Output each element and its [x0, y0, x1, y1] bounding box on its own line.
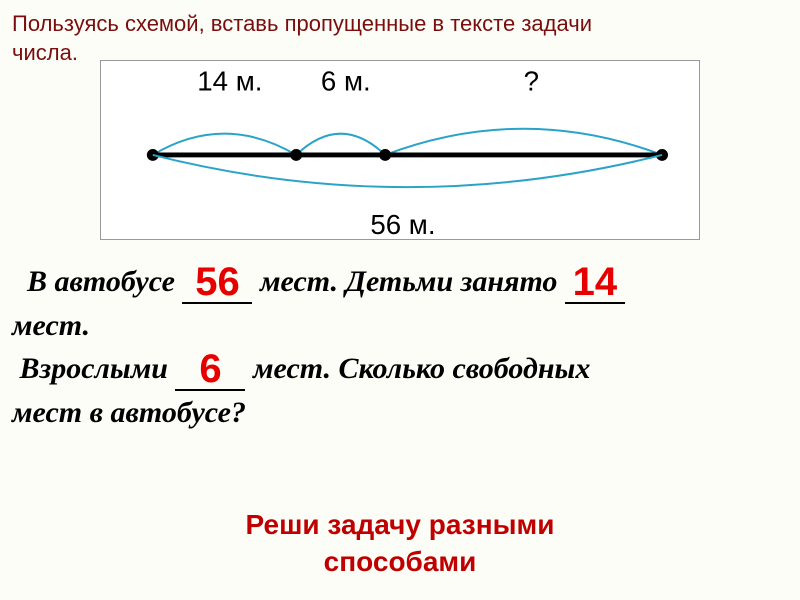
- diagram-svg: 14 м. 6 м. ? 56 м.: [101, 61, 699, 239]
- problem-paragraph: В автобусе 56 мест. Детьми занято 14 мес…: [12, 260, 788, 434]
- directive-line1: Реши задачу разными: [246, 509, 555, 540]
- t3: мест.: [12, 309, 90, 342]
- t5: мест. Сколько свободных: [253, 352, 590, 385]
- directive-line2: способами: [324, 546, 477, 577]
- arc-seg2: [296, 134, 385, 155]
- seg2-label: 6 м.: [321, 66, 371, 97]
- t1: В автобусе: [27, 265, 182, 298]
- number-line-diagram: 14 м. 6 м. ? 56 м.: [100, 60, 700, 240]
- t2: мест. Детьми занято: [260, 265, 565, 298]
- instruction-line2: числа.: [12, 40, 78, 65]
- fill-children: 14: [573, 262, 618, 302]
- blank-adults: 6: [175, 358, 245, 391]
- total-label: 56 м.: [370, 209, 435, 239]
- arc-seg1: [153, 134, 296, 155]
- solve-directive: Реши задачу разными способами: [0, 507, 800, 580]
- seg3-label: ?: [524, 66, 539, 97]
- dot-p2: [379, 149, 391, 161]
- blank-total-seats: 56: [182, 271, 252, 304]
- seg1-label: 14 м.: [197, 66, 262, 97]
- fill-adults: 6: [199, 349, 221, 389]
- blank-children: 14: [565, 271, 625, 304]
- dot-p1: [290, 149, 302, 161]
- fill-total: 56: [195, 262, 240, 302]
- instruction-text: Пользуясь схемой, вставь пропущенные в т…: [12, 10, 788, 67]
- t4: Взрослыми: [20, 352, 176, 385]
- arc-total: [153, 155, 662, 187]
- t6: мест в автобусе?: [12, 396, 246, 429]
- arc-seg3: [385, 129, 662, 155]
- instruction-line1: Пользуясь схемой, вставь пропущенные в т…: [12, 11, 592, 36]
